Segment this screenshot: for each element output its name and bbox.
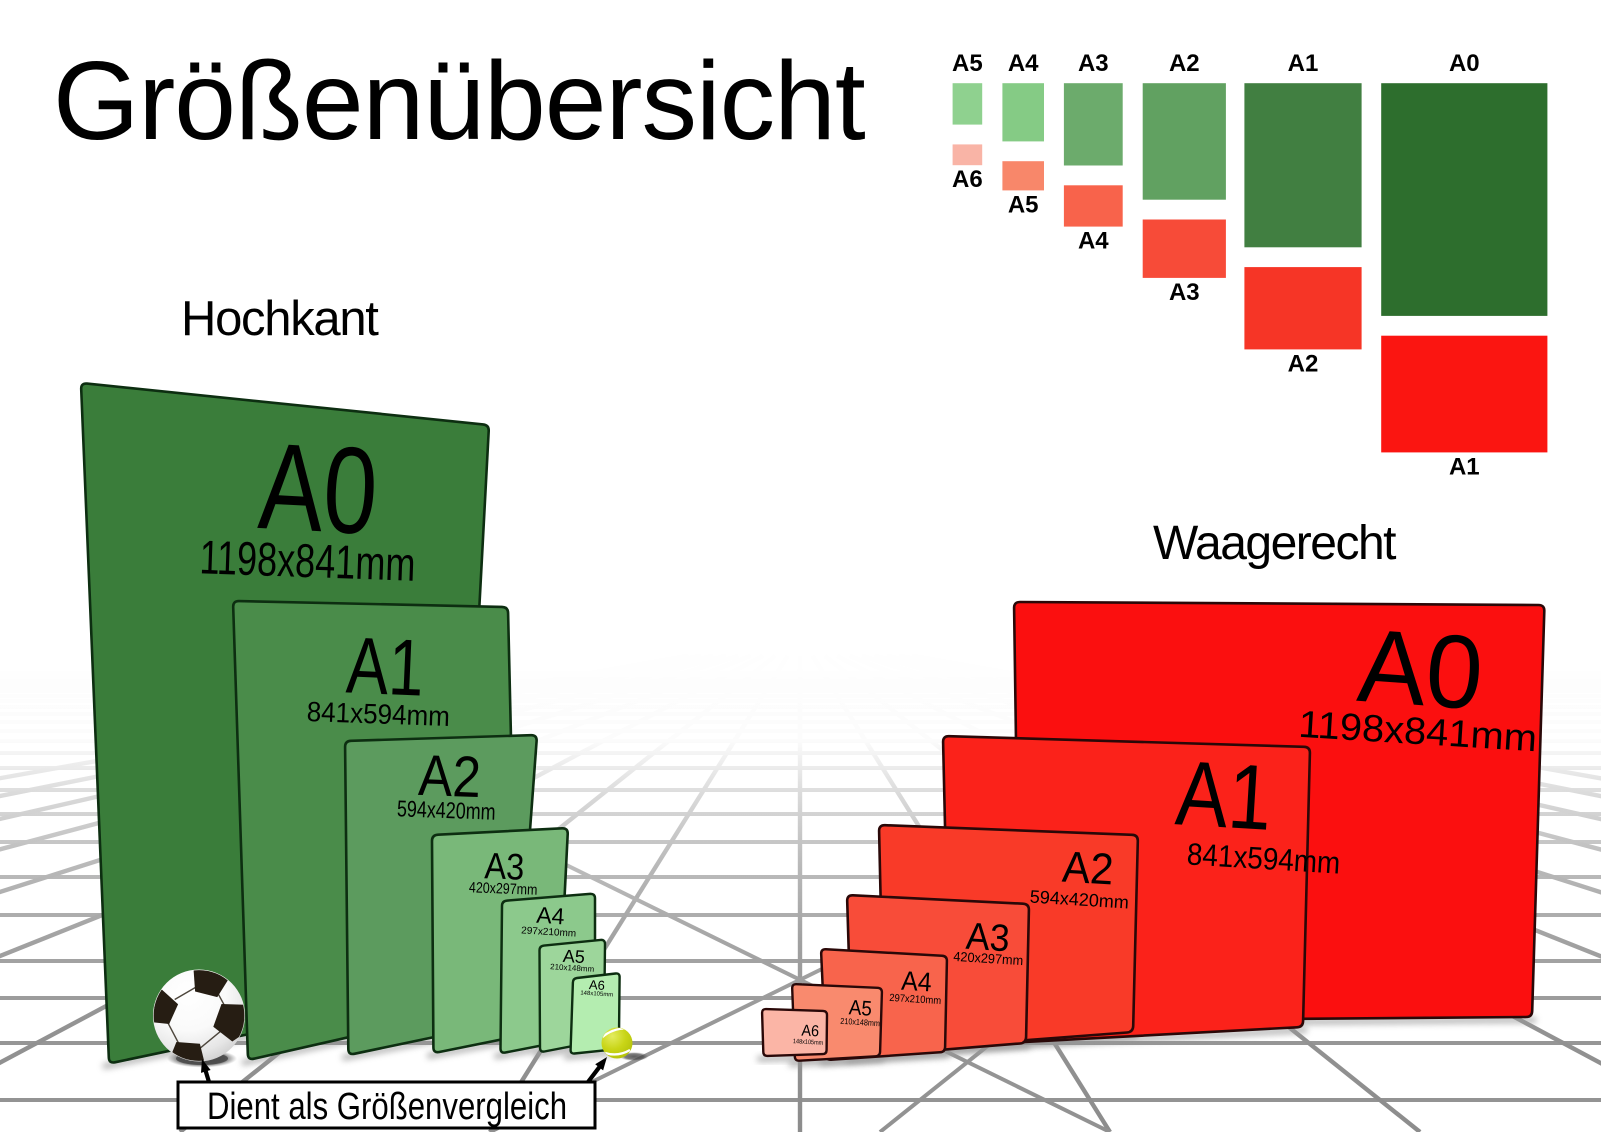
svg-text:A1: A1 (1288, 50, 1319, 77)
svg-text:Waagerecht: Waagerecht (1153, 517, 1396, 570)
svg-text:841x594mm: 841x594mm (306, 696, 450, 732)
svg-text:A1: A1 (345, 621, 426, 713)
svg-text:A6: A6 (952, 166, 983, 193)
svg-text:A3: A3 (1078, 50, 1109, 77)
svg-text:148x105mm: 148x105mm (580, 990, 613, 998)
svg-text:A2: A2 (1288, 350, 1319, 377)
svg-text:A4: A4 (900, 967, 932, 998)
svg-text:A0: A0 (1449, 50, 1480, 77)
svg-text:A4: A4 (536, 902, 566, 930)
svg-text:Größenübersicht: Größenübersicht (53, 39, 866, 163)
svg-text:A0: A0 (256, 418, 381, 561)
svg-text:A5: A5 (848, 996, 872, 1020)
svg-text:A3: A3 (484, 845, 525, 888)
svg-text:A4: A4 (1078, 228, 1109, 255)
svg-text:148x105mm: 148x105mm (793, 1039, 824, 1047)
svg-text:297x210mm: 297x210mm (521, 925, 577, 939)
svg-text:1198x841mm: 1198x841mm (199, 530, 417, 590)
svg-text:A5: A5 (562, 946, 585, 967)
svg-text:A3: A3 (1169, 279, 1200, 306)
svg-text:A6: A6 (801, 1022, 820, 1041)
svg-text:Dient als Größenvergleich: Dient als Größenvergleich (207, 1086, 567, 1128)
svg-text:Hochkant: Hochkant (181, 292, 379, 346)
svg-text:A5: A5 (952, 50, 983, 77)
svg-text:A2: A2 (1169, 50, 1200, 77)
svg-text:594x420mm: 594x420mm (397, 796, 496, 825)
svg-text:210x148mm: 210x148mm (840, 1016, 881, 1028)
svg-text:A1: A1 (1449, 453, 1480, 480)
svg-text:A2: A2 (1061, 843, 1115, 895)
svg-text:297x210mm: 297x210mm (889, 993, 942, 1008)
svg-text:A4: A4 (1008, 50, 1039, 77)
svg-text:A6: A6 (589, 977, 606, 993)
svg-text:420x297mm: 420x297mm (953, 949, 1024, 969)
svg-text:A0: A0 (1354, 607, 1486, 732)
svg-text:A5: A5 (1008, 192, 1039, 219)
svg-text:A1: A1 (1173, 742, 1275, 850)
svg-text:A3: A3 (965, 915, 1011, 960)
svg-text:A2: A2 (417, 743, 482, 810)
svg-text:210x148mm: 210x148mm (550, 962, 595, 974)
svg-text:420x297mm: 420x297mm (469, 879, 538, 898)
